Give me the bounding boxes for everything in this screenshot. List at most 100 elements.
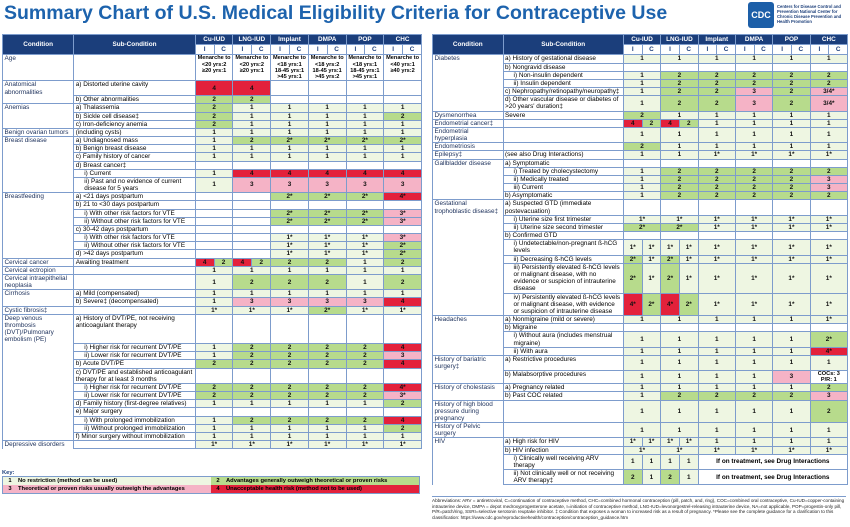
empty-cell bbox=[809, 231, 848, 241]
key-title: Key: bbox=[2, 470, 15, 476]
category-cell: 2 bbox=[232, 415, 272, 425]
category-cell: 1* bbox=[772, 222, 811, 233]
condition: History of cholestasis bbox=[432, 383, 504, 392]
category-cell: 1 bbox=[270, 399, 309, 409]
condition bbox=[2, 424, 75, 433]
category-cell: 1 bbox=[622, 453, 643, 471]
category-cell: 2 bbox=[734, 183, 774, 193]
empty-cell bbox=[232, 224, 272, 235]
table-row: b) HIV infection 1* 1* 1* 1* 1* 1* bbox=[432, 445, 848, 455]
condition bbox=[432, 231, 504, 240]
condition bbox=[432, 293, 504, 316]
stacked-cell: Menarche to <20 yrs:2 ≥20 yrs:1 bbox=[194, 54, 234, 82]
category-cell: 1 bbox=[232, 119, 272, 129]
note-cell: If on treatment, see Drug Interactions bbox=[697, 453, 848, 471]
sub-condition bbox=[73, 273, 196, 291]
category-cell: 1* bbox=[697, 222, 736, 233]
table-row: b) Asymptomatic 1 2 2 2 2 2 bbox=[432, 191, 848, 201]
category-cell: 1 bbox=[660, 142, 699, 152]
category-cell: 1* bbox=[660, 445, 699, 455]
category-cell: 3* bbox=[383, 233, 422, 243]
empty-cell bbox=[622, 158, 662, 168]
split-header: I bbox=[660, 44, 680, 56]
sub-condition: i) With other risk factors for VTE bbox=[73, 208, 196, 218]
empty-cell bbox=[772, 199, 811, 216]
category-cell: 1* bbox=[678, 254, 699, 264]
table-row: i) Non-insulin dependent 1 2 2 2 2 2 bbox=[432, 70, 848, 80]
split-header: C bbox=[251, 44, 272, 56]
empty-cell bbox=[772, 158, 811, 168]
category-cell: 1* bbox=[772, 150, 811, 160]
category-cell: 1 bbox=[345, 119, 385, 129]
category-cell: 1 bbox=[270, 111, 309, 121]
condition: History of bariatric surgery‡ bbox=[432, 354, 504, 371]
table-row: ii) Without other risk factors for VTE 1*… bbox=[2, 241, 422, 251]
category-cell: 3 bbox=[345, 297, 385, 307]
cell-line: Menarche to <40 yrs:1 bbox=[386, 55, 420, 68]
table-row: History of Pelvic surgery 1 1 1 1 1 1 bbox=[432, 422, 848, 439]
category-cell: 1 bbox=[809, 110, 848, 120]
empty-cell bbox=[270, 200, 309, 210]
table-row: i) Uterine size first trimester 1* 1* 1* 1* 1… bbox=[432, 214, 848, 224]
category-cell: 1 bbox=[194, 176, 234, 194]
sub-condition bbox=[502, 142, 624, 152]
category-cell: 1 bbox=[194, 144, 234, 154]
empty-cell bbox=[194, 216, 234, 226]
category-cell: 2* bbox=[270, 192, 309, 202]
table-row: b) Migraine bbox=[432, 323, 848, 333]
category-cell: 1* bbox=[772, 239, 811, 256]
sub-condition: b) Benign breast disease bbox=[73, 144, 196, 154]
condition bbox=[2, 200, 75, 210]
key-text: Unacceptable health risk (method not to … bbox=[226, 486, 362, 492]
category-cell: 4 bbox=[232, 80, 272, 97]
category-cell: 1* bbox=[345, 249, 385, 259]
key-item: 4 Unacceptable health risk (method not to… bbox=[211, 485, 419, 493]
sub-condition: b) Other abnormalities bbox=[73, 95, 196, 105]
table-row: Cervical cancer Awaiting treatment 4 2 4 2 2 2 1… bbox=[2, 257, 422, 267]
condition bbox=[2, 233, 75, 242]
condition bbox=[2, 297, 75, 307]
condition bbox=[432, 183, 504, 192]
category-cell: 1 bbox=[678, 469, 699, 486]
category-cell: 3 bbox=[734, 95, 774, 112]
category-cell: 2* bbox=[809, 331, 848, 348]
split-header: C bbox=[828, 44, 848, 56]
category-cell: 2 bbox=[307, 382, 347, 393]
table-row: Cystic fibrosis‡ 1* 1* 1* 2* 1* 1* bbox=[2, 305, 422, 315]
category-cell: 1 bbox=[772, 383, 811, 393]
empty-cell bbox=[345, 224, 385, 235]
empty-cell bbox=[383, 80, 422, 97]
category-cell: 2 bbox=[809, 399, 848, 424]
category-cell: 1 bbox=[232, 111, 272, 121]
table-row: Anemias a) Thalassemia 2 1 1 1 1 1 bbox=[2, 103, 422, 113]
category-cell: 1* bbox=[697, 150, 736, 160]
category-cell: 2 bbox=[383, 273, 422, 291]
category-cell: 4 bbox=[383, 297, 422, 307]
category-cell: 1* bbox=[734, 222, 774, 233]
category-cell: 1* bbox=[270, 440, 309, 450]
column-header: Sub-Condition bbox=[73, 34, 196, 56]
condition: Cervical intraepithelial neoplasia bbox=[2, 273, 75, 290]
table-row: b) 21 to <30 days postpartum bbox=[2, 200, 422, 210]
category-cell: 1* bbox=[809, 222, 848, 233]
category-cell: 1 bbox=[660, 383, 699, 393]
category-cell: 1 bbox=[772, 54, 811, 64]
sub-condition: ii) Lower risk for recurrent DVT/PE bbox=[73, 391, 196, 401]
category-cell: 1 bbox=[345, 273, 385, 291]
category-cell: 1 bbox=[660, 346, 699, 356]
category-cell: 2 bbox=[809, 78, 848, 89]
category-cell: 2 bbox=[660, 391, 699, 401]
key-text: Theoretical or proven risks usually outw… bbox=[18, 486, 185, 492]
category-cell: 1 bbox=[697, 354, 736, 371]
category-cell: 3/4* bbox=[809, 95, 848, 112]
table-row: b) Confirmed GTD bbox=[432, 231, 848, 241]
category-cell: 1 bbox=[307, 265, 347, 275]
category-cell: 1* bbox=[641, 437, 662, 447]
condition: Breast disease bbox=[2, 136, 75, 145]
category-cell: 1 bbox=[270, 127, 309, 138]
category-cell: 3 bbox=[809, 391, 848, 401]
condition bbox=[2, 383, 75, 392]
sub-condition bbox=[73, 54, 196, 82]
sub-condition: b) Past COC related bbox=[502, 391, 624, 401]
category-cell: 2 bbox=[622, 142, 662, 152]
